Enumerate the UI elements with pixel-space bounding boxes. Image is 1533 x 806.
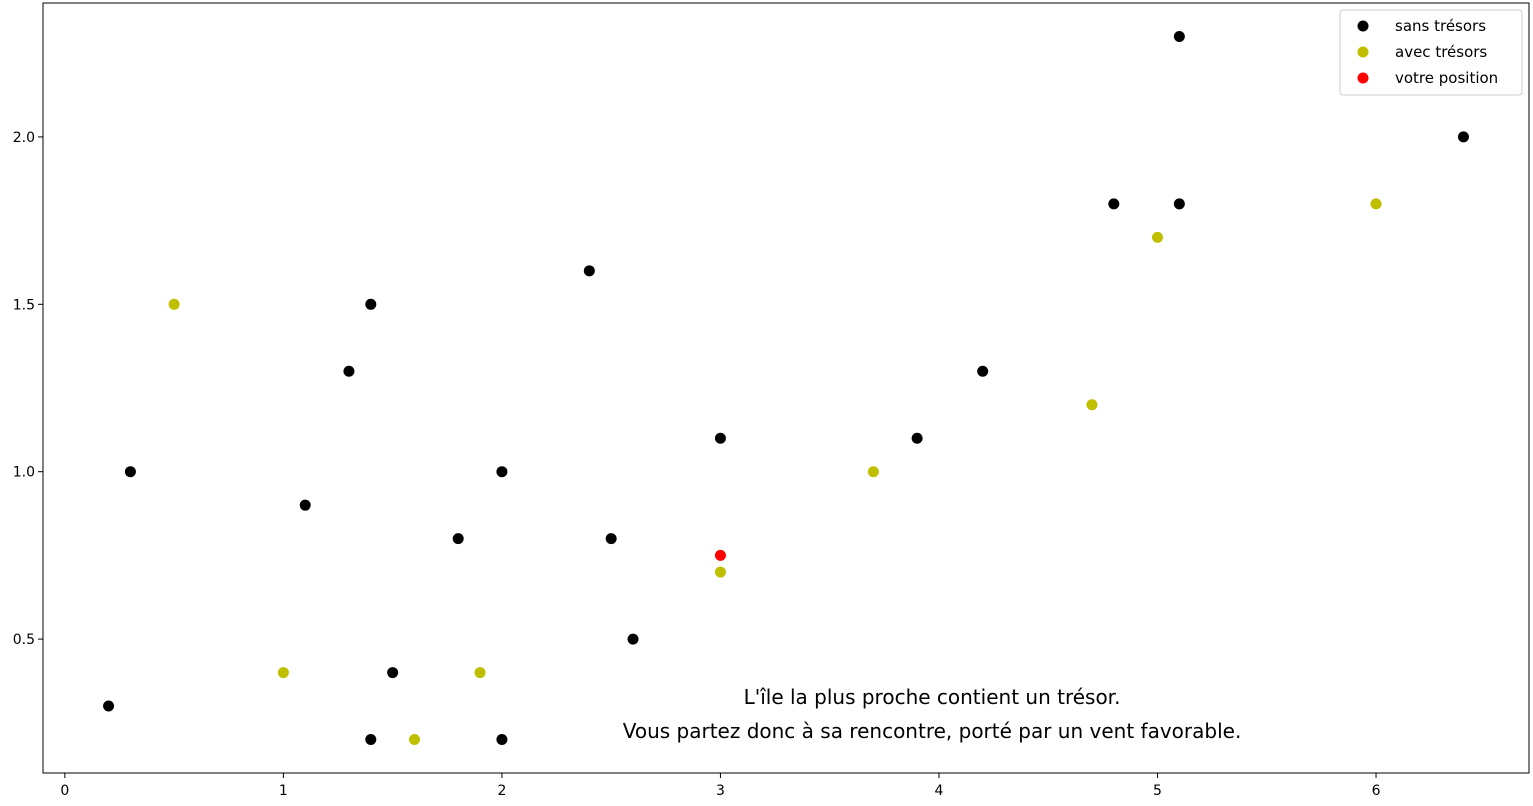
- y-tick-label: 1.5: [13, 297, 35, 313]
- plot-area: [42, 2, 1530, 774]
- annotation-line: L'île la plus proche contient un trésor.: [744, 685, 1121, 709]
- data-point-sans-tresors: [1173, 30, 1185, 42]
- data-point-sans-tresors: [583, 265, 595, 277]
- data-point-avec-tresors: [1086, 399, 1098, 411]
- x-tick-label: 5: [1153, 783, 1162, 799]
- data-point-avec-tresors: [1152, 231, 1163, 243]
- x-tick-label: 6: [1372, 783, 1381, 799]
- x-tick-label: 4: [935, 783, 944, 799]
- legend-marker: [1357, 46, 1369, 58]
- data-point-avec-tresors: [714, 566, 726, 578]
- data-point-sans-tresors: [627, 633, 639, 645]
- y-axis: 0.5 1.0 1.5 2.0: [13, 130, 43, 648]
- data-point-sans-tresors: [496, 466, 508, 478]
- data-point-sans-tresors: [911, 432, 923, 444]
- y-tick-label: 0.5: [13, 632, 35, 648]
- annotation-text: L'île la plus proche contient un trésor.…: [623, 685, 1242, 743]
- data-points: [103, 30, 1469, 746]
- data-point-sans-tresors: [103, 700, 115, 712]
- y-tick-label: 1.0: [13, 465, 35, 481]
- data-point-sans-tresors: [452, 533, 464, 545]
- x-axis: 0 1 2 3 4 5 6: [60, 773, 1381, 799]
- data-point-sans-tresors: [1457, 131, 1469, 143]
- data-point-sans-tresors: [365, 298, 377, 310]
- legend: sans trésors avec trésors votre position: [1339, 9, 1523, 96]
- data-point-sans-tresors: [714, 432, 726, 444]
- data-point-sans-tresors: [496, 734, 508, 746]
- data-point-sans-tresors: [365, 734, 377, 746]
- data-point-sans-tresors: [605, 533, 617, 545]
- data-point-sans-tresors: [299, 499, 311, 511]
- annotation-line: Vous partez donc à sa rencontre, porté p…: [623, 719, 1242, 743]
- legend-marker: [1357, 20, 1369, 32]
- legend-label: avec trésors: [1395, 43, 1487, 61]
- legend-marker: [1357, 72, 1369, 84]
- data-point-avec-tresors: [168, 298, 180, 310]
- x-tick-label: 0: [60, 783, 69, 799]
- data-point-sans-tresors: [124, 466, 136, 478]
- data-point-sans-tresors: [977, 365, 989, 377]
- legend-label: votre position: [1395, 69, 1498, 87]
- data-point-avec-tresors: [277, 667, 289, 679]
- x-tick-label: 2: [497, 783, 506, 799]
- legend-label: sans trésors: [1395, 17, 1486, 35]
- y-tick-label: 2.0: [13, 130, 35, 146]
- x-tick-label: 1: [279, 783, 288, 799]
- data-point-votre-position: [714, 549, 726, 561]
- data-point-sans-tresors: [343, 365, 355, 377]
- data-point-avec-tresors: [867, 466, 879, 478]
- data-point-avec-tresors: [409, 734, 420, 746]
- legend-box: [1339, 9, 1523, 96]
- x-tick-label: 3: [716, 783, 725, 799]
- data-point-avec-tresors: [474, 667, 486, 679]
- data-point-sans-tresors: [1108, 198, 1120, 210]
- data-point-sans-tresors: [387, 667, 399, 679]
- data-point-sans-tresors: [1173, 198, 1185, 210]
- data-point-avec-tresors: [1370, 198, 1382, 210]
